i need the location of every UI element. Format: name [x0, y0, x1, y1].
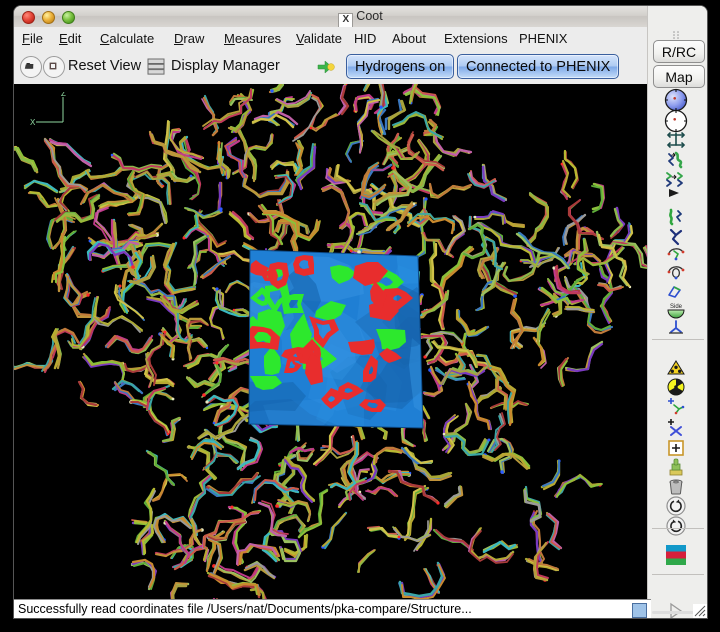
svg-text:Side: Side — [670, 304, 683, 310]
svg-text:X: X — [30, 118, 36, 127]
svg-text:Z: Z — [61, 92, 66, 98]
